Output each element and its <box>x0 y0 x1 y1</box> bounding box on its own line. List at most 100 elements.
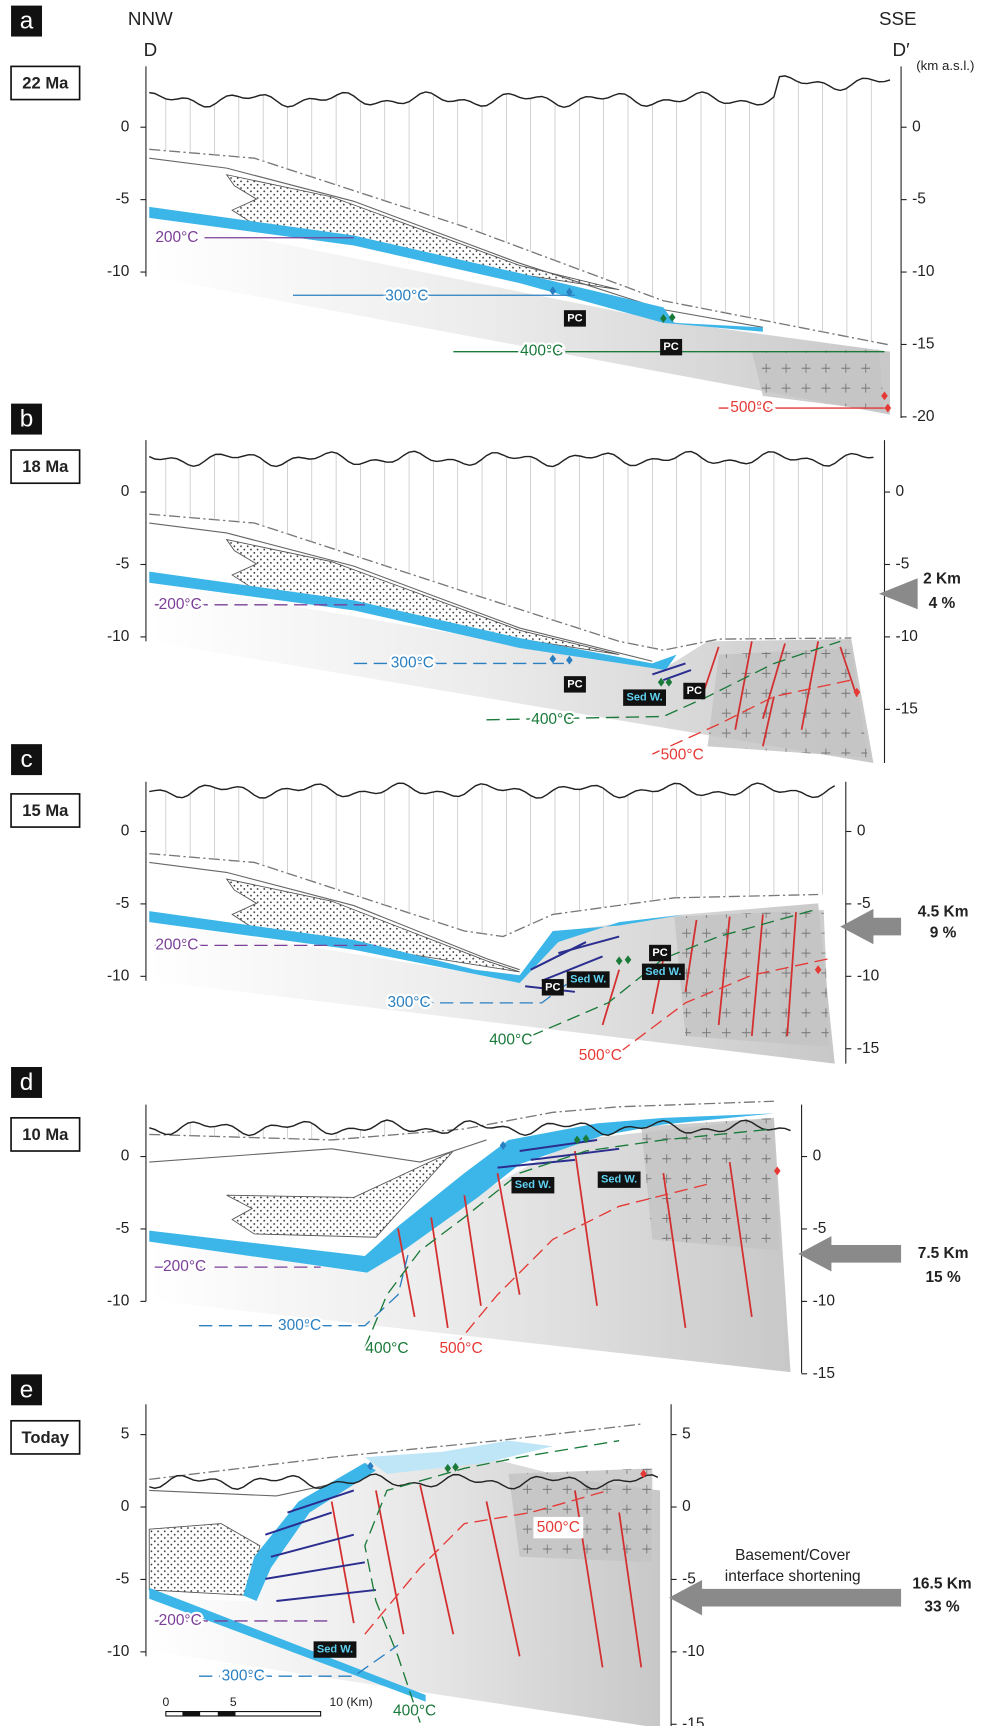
topography <box>149 76 890 107</box>
isotherm-label: 500°C <box>579 1047 622 1064</box>
isotherm-label: 400°C <box>365 1340 408 1357</box>
scale-bar-label: 5 <box>230 1695 237 1709</box>
topography <box>149 783 834 798</box>
right-tick-label: -15 <box>813 1365 835 1382</box>
right-tick-label: -15 <box>857 1040 879 1057</box>
age-label: 18 Ma <box>22 457 69 476</box>
basement <box>641 1118 779 1251</box>
shortening-label: 7.5 Km <box>918 1245 969 1262</box>
isotherm-label: 400°C <box>393 1703 436 1720</box>
panel-letter: e <box>20 1376 34 1403</box>
isotherm-label: 400°C <box>520 343 563 360</box>
isotherm-label: 200°C <box>155 229 198 246</box>
panel-letter: c <box>20 746 32 773</box>
right-tick-label: 0 <box>813 1148 822 1165</box>
isotherm-label: 500°C <box>661 746 704 763</box>
isotherm-label: 400°C <box>489 1032 532 1049</box>
topography <box>149 451 873 466</box>
panel-letter: d <box>20 1069 34 1096</box>
right-tick-label: -10 <box>813 1292 835 1309</box>
right-tick-label: 0 <box>896 483 905 500</box>
right-tick-label: -15 <box>682 1715 704 1726</box>
left-tick-label: 0 <box>121 1148 130 1165</box>
sed-w-label: Sed W. <box>645 966 681 978</box>
shortening-label: 4.5 Km <box>918 903 969 920</box>
right-tick-label: -10 <box>912 263 934 280</box>
shortening-label: interface shortening <box>725 1568 861 1585</box>
sed-w-label: Sed W. <box>570 974 606 986</box>
left-tick-label: -5 <box>116 1220 130 1237</box>
panel-labels: eToday <box>11 1374 80 1454</box>
left-tick-label: 0 <box>121 483 130 500</box>
shortening-label: 15 % <box>925 1269 961 1286</box>
panel: 0-5-100-5-10-15-20200°C300°CPCPC400°C500… <box>107 66 934 425</box>
right-tick-label: -20 <box>912 408 934 425</box>
isotherm-label: 500°C <box>439 1340 482 1357</box>
sed-w-label: Sed W. <box>515 1179 551 1191</box>
sed-w-label: Sed W. <box>601 1174 637 1186</box>
right-direction: SSE <box>879 8 917 29</box>
shortening-label: Basement/Cover <box>735 1547 850 1564</box>
pc-label: PC <box>545 981 560 993</box>
isotherm-label: 300°C <box>222 1667 265 1684</box>
scale-bar-label: 10 (Km) <box>329 1695 372 1709</box>
pc-label: PC <box>687 685 702 697</box>
left-tick-label: -10 <box>107 1292 129 1309</box>
right-tick-label: 0 <box>857 823 866 840</box>
right-tick-label: -10 <box>896 628 918 645</box>
right-tick-label: -10 <box>857 967 879 984</box>
left-tick-label: -10 <box>107 628 129 645</box>
age-label: 15 Ma <box>22 801 69 820</box>
right-tick-label: -15 <box>912 336 934 353</box>
isotherm-label: 300°C <box>385 287 428 304</box>
age-label: 22 Ma <box>22 73 69 92</box>
left-tick-label: -10 <box>107 263 129 280</box>
left-point: D <box>144 39 158 60</box>
left-tick-label: -10 <box>107 967 129 984</box>
left-tick-label: 0 <box>121 1498 130 1515</box>
right-tick-label: -5 <box>912 191 926 208</box>
isotherm-label: 200°C <box>163 1258 206 1275</box>
left-direction: NNW <box>128 8 173 29</box>
left-tick-label: 0 <box>121 823 130 840</box>
shortening-label: 9 % <box>930 924 957 941</box>
left-tick-label: -5 <box>116 191 130 208</box>
sed-w-label: Sed W. <box>626 692 662 704</box>
pc-label: PC <box>567 678 582 690</box>
panel-labels: b 18 Ma <box>11 404 80 484</box>
isotherm-label: 200°C <box>155 936 198 953</box>
figure: NNW D SSE D′ (km a.s.l.) 0-5-100-5-10-15… <box>0 0 984 1726</box>
isotherm-label: 200°C <box>159 1612 202 1629</box>
age-label: 10 Ma <box>22 1125 69 1144</box>
panel-letter: b <box>20 406 34 433</box>
isotherm-label: 500°C <box>730 399 773 416</box>
panel: 0-5-100-5-10-15Sed W.Sed W.200°C300°C400… <box>107 1101 968 1382</box>
right-point: D′ <box>893 39 911 60</box>
panel-labels: a22 Ma <box>11 6 80 100</box>
scale-bar-segment <box>218 1712 236 1716</box>
shortening-label: 4 % <box>929 595 956 612</box>
right-tick-label: 0 <box>912 118 921 135</box>
right-tick-label: 0 <box>682 1498 691 1515</box>
left-tick-label: 5 <box>121 1426 130 1443</box>
shortening-label: 33 % <box>924 1599 960 1616</box>
left-tick-label: -10 <box>107 1643 129 1660</box>
left-tick-label: -5 <box>116 556 130 573</box>
right-tick-label: -5 <box>813 1220 827 1237</box>
scale-bar-segment <box>182 1712 200 1716</box>
left-tick-label: -5 <box>116 895 130 912</box>
isotherm-label: 200°C <box>159 596 202 613</box>
isotherm-label: 500°C <box>537 1519 580 1536</box>
panel-labels: c 15 Ma <box>11 744 80 827</box>
left-tick-label: -5 <box>116 1571 130 1588</box>
right-tick-label: -5 <box>857 895 871 912</box>
shortening-arrow <box>669 1580 901 1615</box>
panel-labels: d 10 Ma <box>11 1067 80 1151</box>
shortening-label: 16.5 Km <box>912 1576 971 1593</box>
pc-label: PC <box>663 341 678 353</box>
isotherm-label: 300°C <box>387 994 430 1011</box>
pc-label: PC <box>567 312 582 324</box>
